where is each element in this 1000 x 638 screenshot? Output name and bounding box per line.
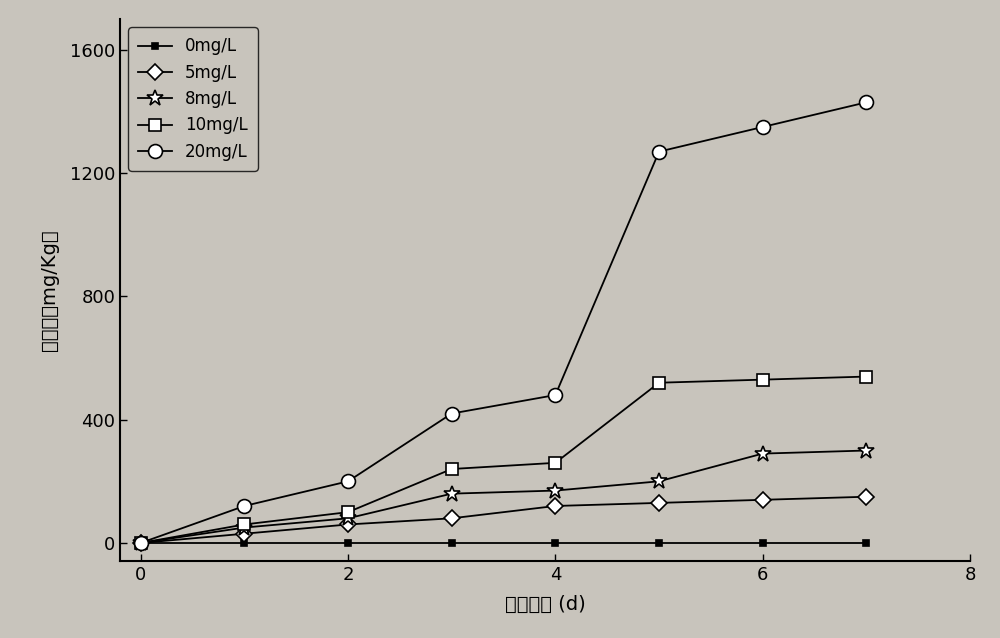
20mg/L (135, 539, 147, 547)
5mg/L (238, 530, 250, 538)
0mg/L (446, 539, 458, 547)
0mg/L (342, 539, 354, 547)
10mg/L (342, 508, 354, 516)
10mg/L (549, 459, 561, 466)
5mg/L (549, 502, 561, 510)
5mg/L (135, 539, 147, 547)
8mg/L (238, 524, 250, 531)
Line: 0mg/L: 0mg/L (137, 540, 870, 546)
20mg/L (446, 410, 458, 417)
X-axis label: 培养时间 (d): 培养时间 (d) (505, 595, 585, 614)
0mg/L (653, 539, 665, 547)
20mg/L (860, 98, 872, 106)
20mg/L (653, 148, 665, 156)
20mg/L (549, 391, 561, 399)
20mg/L (342, 477, 354, 485)
5mg/L (653, 499, 665, 507)
10mg/L (757, 376, 769, 383)
8mg/L (342, 514, 354, 522)
10mg/L (860, 373, 872, 380)
8mg/L (446, 490, 458, 498)
5mg/L (446, 514, 458, 522)
Y-axis label: 硒含量（mg/Kg）: 硒含量（mg/Kg） (40, 230, 59, 351)
Line: 5mg/L: 5mg/L (135, 491, 872, 549)
0mg/L (860, 539, 872, 547)
20mg/L (238, 502, 250, 510)
Line: 10mg/L: 10mg/L (134, 370, 873, 549)
8mg/L (549, 487, 561, 494)
10mg/L (238, 521, 250, 528)
5mg/L (757, 496, 769, 503)
8mg/L (135, 539, 147, 547)
20mg/L (757, 123, 769, 131)
0mg/L (757, 539, 769, 547)
Legend: 0mg/L, 5mg/L, 8mg/L, 10mg/L, 20mg/L: 0mg/L, 5mg/L, 8mg/L, 10mg/L, 20mg/L (128, 27, 258, 171)
5mg/L (342, 521, 354, 528)
8mg/L (757, 450, 769, 457)
10mg/L (446, 465, 458, 473)
8mg/L (860, 447, 872, 454)
0mg/L (135, 539, 147, 547)
Line: 8mg/L: 8mg/L (132, 442, 875, 551)
8mg/L (653, 477, 665, 485)
5mg/L (860, 493, 872, 501)
Line: 20mg/L: 20mg/L (134, 96, 873, 550)
0mg/L (549, 539, 561, 547)
10mg/L (135, 539, 147, 547)
10mg/L (653, 379, 665, 387)
0mg/L (238, 539, 250, 547)
